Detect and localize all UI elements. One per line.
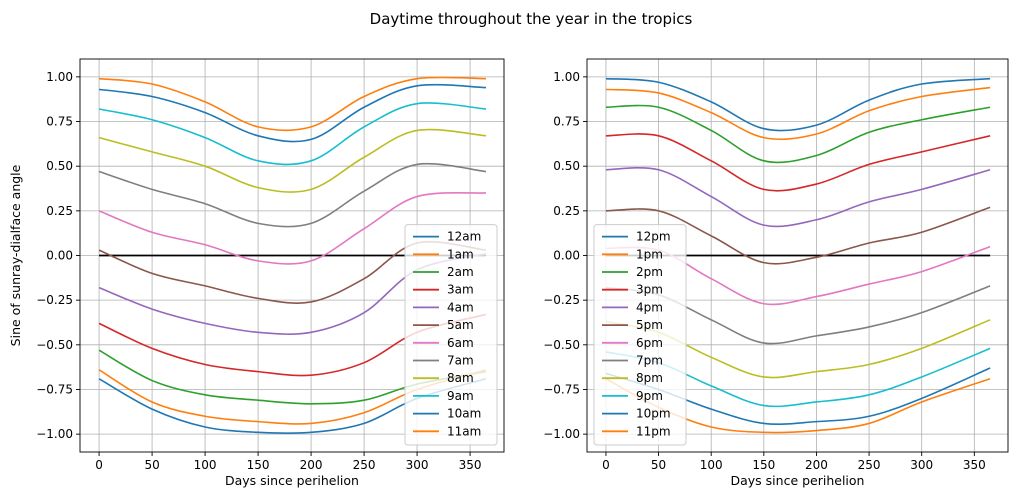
y-tick-label: −0.25 <box>36 293 73 307</box>
legend-label-11pm: 11pm <box>636 424 671 438</box>
y-tick-label: −0.50 <box>36 338 73 352</box>
legend-label-9am: 9am <box>447 389 474 403</box>
legend-label-11am: 11am <box>447 424 481 438</box>
series-line-5pm <box>605 206 991 265</box>
y-tick-label: −0.75 <box>36 382 73 396</box>
x-axis-label: Days since perihelion <box>731 473 865 488</box>
series-line-12pm <box>605 77 991 132</box>
legend-label-2pm: 2pm <box>636 265 663 279</box>
x-tick-label: 300 <box>406 458 429 472</box>
series-line-2pm <box>605 104 991 164</box>
y-tick-label: 0.50 <box>553 159 580 173</box>
x-tick-label: 250 <box>858 458 881 472</box>
legend-frame <box>404 224 498 446</box>
x-tick-label: 100 <box>194 458 217 472</box>
y-tick-label: −0.75 <box>543 382 580 396</box>
ticks: 0 50 100 150 200 250 300 350 −1.00 −0.75 −0.50 −0.2… <box>543 70 986 472</box>
legend-label-6pm: 6pm <box>636 336 663 350</box>
series-line-6am <box>98 191 487 265</box>
y-tick-label: 0.00 <box>46 249 73 263</box>
y-tick-label: 0.00 <box>553 249 580 263</box>
legend-label-10pm: 10pm <box>636 407 671 421</box>
legend-label-5pm: 5pm <box>636 318 663 332</box>
x-axis-label: Days since perihelion <box>225 473 359 488</box>
x-tick-label: 200 <box>300 458 323 472</box>
y-tick-label: −0.25 <box>543 293 580 307</box>
legend-frame <box>593 224 687 446</box>
series-line-12am <box>98 83 487 143</box>
x-tick-label: 250 <box>353 458 376 472</box>
y-tick-label: 0.50 <box>46 159 73 173</box>
y-tick-label: 1.00 <box>553 70 580 84</box>
figure-title: Daytime throughout the year in the tropi… <box>370 10 693 28</box>
x-tick-label: 0 <box>95 458 103 472</box>
legend-label-1pm: 1pm <box>636 247 663 261</box>
legend-label-10am: 10am <box>447 407 481 421</box>
legend-label-4pm: 4pm <box>636 300 663 314</box>
y-tick-label: −1.00 <box>543 427 580 441</box>
x-tick-label: 350 <box>963 458 986 472</box>
y-axis-label: Sine of sunray-dialface angle <box>8 164 23 346</box>
legend-label-7am: 7am <box>447 354 474 368</box>
y-tick-label: 0.75 <box>46 115 73 129</box>
legend-label-9pm: 9pm <box>636 389 663 403</box>
legend-label-5am: 5am <box>447 318 474 332</box>
y-tick-label: 0.25 <box>46 204 73 218</box>
series-line-8am <box>98 128 487 193</box>
x-tick-label: 150 <box>247 458 270 472</box>
legend: 12am 1am 2am 3am 4am 5am 6am 7am 8am 9am 10am 11am <box>404 224 498 446</box>
right-panel: 0 50 100 150 200 250 300 350 −1.00 −0.75 −0.50 −0.2… <box>543 58 1009 488</box>
legend-label-4am: 4am <box>447 300 474 314</box>
legend-label-8pm: 8pm <box>636 371 663 385</box>
y-tick-label: 0.25 <box>553 204 580 218</box>
legend: 12pm 1pm 2pm 3pm 4pm 5pm 6pm 7pm 8pm 9pm 10pm 11pm <box>593 224 687 446</box>
y-tick-label: 0.75 <box>553 115 580 129</box>
legend-label-12am: 12am <box>447 230 481 244</box>
x-tick-label: 200 <box>805 458 828 472</box>
x-tick-label: 50 <box>144 458 159 472</box>
series-line-1am <box>98 76 486 132</box>
series-line-7am <box>98 162 487 228</box>
legend-label-3pm: 3pm <box>636 283 663 297</box>
legend-label-7pm: 7pm <box>636 354 663 368</box>
legend-label-6am: 6am <box>447 336 474 350</box>
legend-label-8am: 8am <box>447 371 474 385</box>
legend-label-3am: 3am <box>447 283 474 297</box>
y-tick-label: 1.00 <box>46 70 73 84</box>
series-line-4pm <box>605 166 991 228</box>
x-tick-label: 300 <box>910 458 933 472</box>
legend-label-12pm: 12pm <box>636 230 671 244</box>
x-tick-label: 50 <box>651 458 666 472</box>
x-tick-label: 350 <box>459 458 482 472</box>
y-tick-label: −0.50 <box>543 338 580 352</box>
series-line-1pm <box>605 86 991 141</box>
legend-label-2am: 2am <box>447 265 474 279</box>
y-tick-label: −1.00 <box>36 427 73 441</box>
series-line-9am <box>98 102 487 166</box>
x-tick-label: 0 <box>602 458 610 472</box>
legend-label-1am: 1am <box>447 247 474 261</box>
series-line-3pm <box>605 133 991 192</box>
x-tick-label: 150 <box>752 458 775 472</box>
ticks: 0 50 100 150 200 250 300 350 −1.00 −0.75 −0.50 −0.2… <box>36 70 481 472</box>
left-panel: 0 50 100 150 200 250 300 350 −1.00 −0.75 −0.50 −0.2… <box>8 58 505 488</box>
x-tick-label: 100 <box>700 458 723 472</box>
